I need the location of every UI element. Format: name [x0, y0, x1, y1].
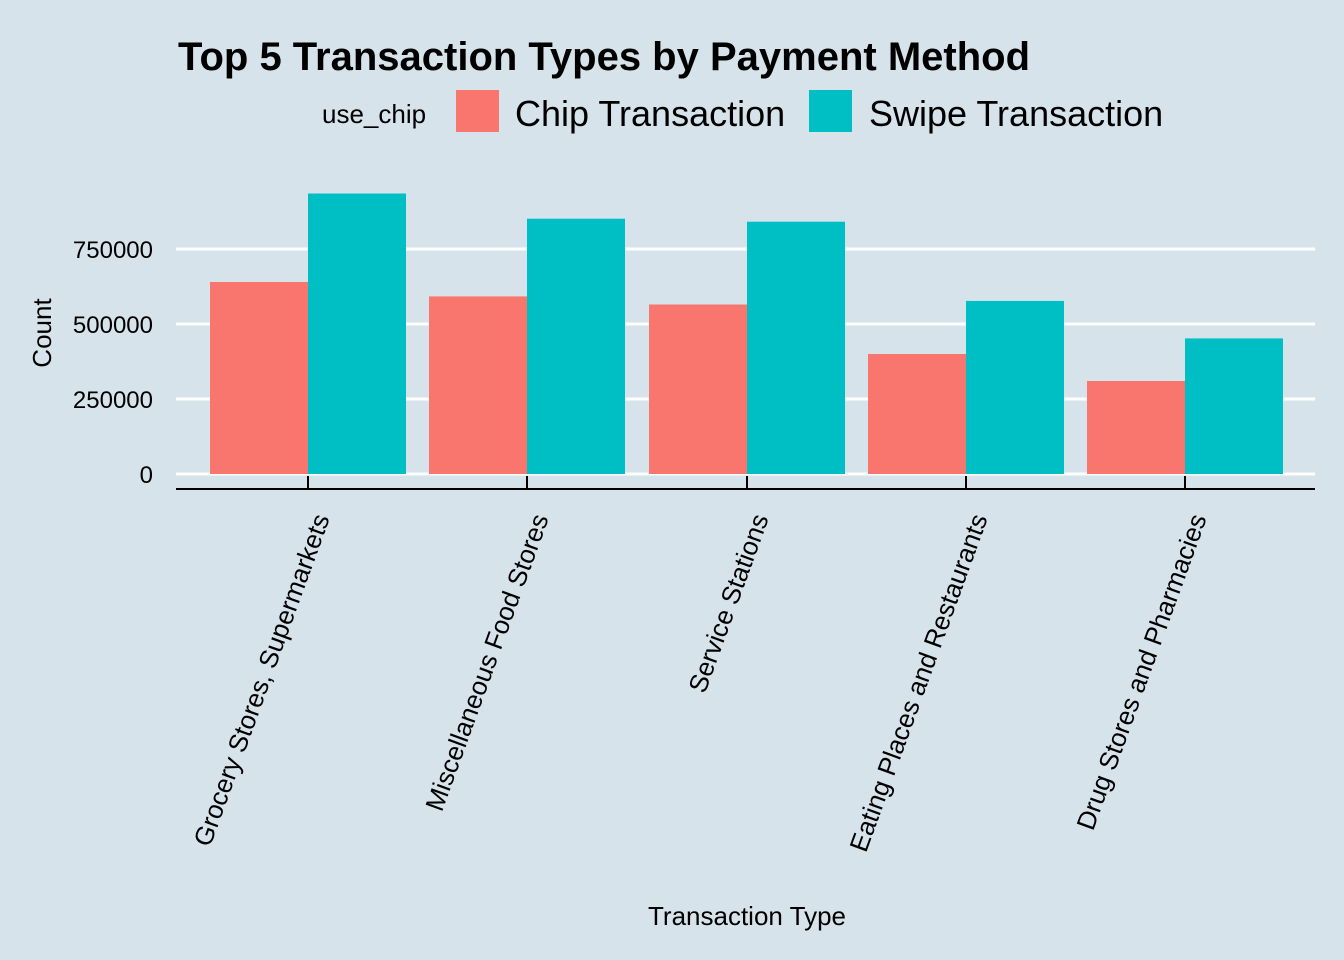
bar-chip [429, 296, 527, 474]
legend-title: use_chip [322, 99, 426, 129]
bar-chip [210, 282, 308, 474]
bar-swipe [308, 193, 406, 474]
bar-swipe [1185, 338, 1283, 474]
chart-title: Top 5 Transaction Types by Payment Metho… [178, 35, 1030, 79]
bar-chip [649, 304, 747, 474]
y-tick-label: 0 [140, 462, 153, 489]
legend-swatch-chip [456, 90, 499, 132]
y-axis-label: Count [27, 298, 57, 368]
legend-swatch-swipe [809, 90, 852, 132]
bar-swipe [527, 218, 625, 474]
legend: use_chip Chip Transaction Swipe Transact… [322, 90, 1163, 134]
y-tick-label: 500000 [73, 312, 153, 339]
bar-swipe [966, 300, 1064, 474]
legend-label-swipe: Swipe Transaction [869, 93, 1163, 134]
bar-chip [868, 354, 966, 474]
bar-swipe [747, 221, 845, 474]
y-tick-label: 250000 [73, 387, 153, 414]
bars [210, 193, 1283, 474]
y-axis-ticks: 0 250000 500000 750000 [73, 237, 153, 489]
legend-label-chip: Chip Transaction [515, 93, 785, 134]
x-axis-label: Transaction Type [648, 901, 846, 931]
bar-chip [1087, 381, 1185, 474]
y-tick-label: 750000 [73, 237, 153, 264]
